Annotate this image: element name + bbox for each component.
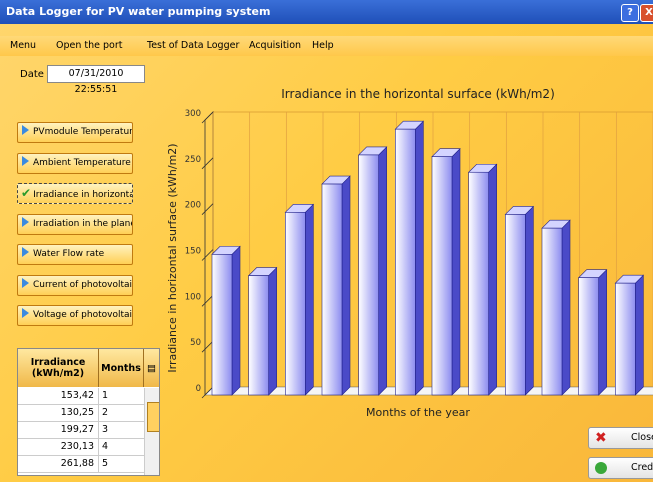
table-cell: 4 — [99, 439, 145, 456]
table-cell: 3 — [99, 422, 145, 439]
arrow-icon — [22, 125, 29, 135]
y-tick — [201, 249, 214, 261]
table-cell: 230,13 — [18, 439, 99, 456]
bar — [505, 214, 526, 396]
bar — [285, 212, 306, 396]
y-tick — [201, 157, 214, 170]
button-label: Voltage of photovoltaic — [33, 310, 133, 320]
close-button[interactable]: ✖ Close — [588, 427, 653, 449]
close-icon: ✖ — [595, 430, 607, 446]
sidebar-button[interactable]: Current of photovoltaic — [17, 274, 133, 296]
menu-item[interactable]: Help — [312, 40, 334, 51]
bar-side — [341, 175, 351, 396]
date-label: Date — [20, 69, 44, 80]
arrow-icon — [22, 155, 29, 166]
bar — [358, 154, 379, 396]
menu-bar: Menu Open the port Test of Data Logger A… — [0, 36, 653, 56]
bar-side — [231, 245, 241, 396]
sidebar-button[interactable]: PVmodule Temperature — [17, 122, 133, 143]
menu-item[interactable]: Acquisition — [249, 40, 302, 51]
button-label: Irradiance in horizontal — [33, 190, 133, 200]
table-header[interactable]: Months — [99, 349, 144, 387]
table-cell: 1 — [99, 388, 145, 405]
bar-side — [451, 147, 461, 396]
menu-item[interactable]: Open the port — [56, 40, 123, 51]
button-label: Ambient Temperature — [33, 157, 131, 168]
y-tick-label: 50 — [190, 338, 201, 348]
check-icon: ✔ — [21, 186, 32, 200]
credit-icon — [595, 462, 607, 474]
y-tick-label: 150 — [185, 247, 201, 257]
sidebar-button[interactable]: Irradiation in the plane — [17, 213, 133, 235]
bar-side — [635, 274, 644, 396]
help-button[interactable]: ? — [621, 4, 639, 22]
y-tick — [201, 111, 214, 124]
button-label: Current of photovoltaic — [33, 279, 133, 290]
bar — [321, 183, 343, 396]
table-cell: 153,42 — [18, 388, 99, 405]
bar — [431, 156, 453, 396]
table-cell: 5 — [99, 456, 145, 473]
menu-item[interactable]: Test of Data Logger — [147, 40, 240, 51]
chart-title: Irradiance in the horizontal surface (kW… — [281, 87, 555, 101]
data-table: Irradiance (kWh/m2) Months ▤ 153,42 1 130,… — [17, 348, 160, 476]
scroll-thumb[interactable] — [147, 402, 159, 432]
window-title: Data Logger for PV water pumping system — [6, 5, 271, 18]
sidebar-button[interactable]: Water Flow rate — [17, 244, 133, 265]
y-tick — [201, 295, 214, 307]
button-label: Water Flow rate — [33, 249, 105, 259]
bar — [578, 277, 599, 396]
date-field[interactable]: 07/31/2010 22:55:51 — [47, 65, 145, 95]
sidebar-button[interactable]: ✔ Irradiance in horizontal — [17, 183, 133, 204]
y-tick — [201, 386, 214, 399]
credit-label: Credit — [631, 462, 653, 473]
sidebar-button[interactable]: Voltage of photovoltaic — [17, 305, 133, 326]
bar-side — [268, 266, 277, 396]
y-tick — [201, 203, 214, 215]
chart: Irradiance in the horizontal surface (kW… — [166, 87, 653, 419]
table-cell: 199,27 — [18, 422, 99, 439]
button-label: PVmodule Temperature — [33, 127, 133, 137]
menu-item[interactable]: Menu — [10, 40, 37, 51]
sidebar-button[interactable]: Ambient Temperature — [17, 152, 133, 174]
y-tick-label: 250 — [185, 155, 201, 165]
bar-side — [525, 205, 534, 396]
y-tick — [201, 340, 214, 353]
bar — [248, 275, 269, 396]
table-header[interactable]: Irradiance (kWh/m2) — [18, 349, 99, 387]
scrollbar[interactable] — [144, 388, 159, 475]
title-bar: Data Logger for PV water pumping system … — [0, 0, 653, 24]
y-tick-label: 100 — [185, 292, 201, 302]
table-cell: 261,88 — [18, 456, 99, 473]
bar-side — [488, 163, 497, 396]
bar — [395, 128, 416, 396]
bar-side — [561, 219, 571, 396]
arrow-icon — [22, 308, 29, 318]
close-window-button[interactable]: X — [640, 4, 653, 22]
bar-side — [415, 120, 424, 396]
arrow-icon — [22, 216, 29, 227]
bar-side — [305, 203, 314, 396]
arrow-icon — [22, 277, 29, 288]
y-tick-label: 300 — [185, 109, 201, 119]
y-tick-label: 200 — [185, 201, 201, 211]
arrow-icon — [22, 247, 29, 257]
table-cell: 2 — [99, 405, 145, 422]
close-label: Close — [631, 432, 653, 443]
credit-button[interactable]: Credit — [588, 457, 653, 479]
bar — [615, 282, 636, 396]
bar-side — [598, 268, 607, 396]
bar-side — [378, 146, 387, 396]
x-axis-label: Months of the year — [366, 406, 470, 419]
y-axis-label: Irradiance in horizontal surface (kWh/m2… — [166, 143, 179, 372]
bar — [468, 171, 489, 396]
bar — [211, 254, 233, 396]
bar — [541, 227, 563, 396]
table-cell: 130,25 — [18, 405, 99, 422]
button-label: Irradiation in the plane — [33, 218, 133, 229]
y-tick-label: 0 — [196, 384, 201, 394]
table-options[interactable]: ▤ — [144, 349, 159, 387]
